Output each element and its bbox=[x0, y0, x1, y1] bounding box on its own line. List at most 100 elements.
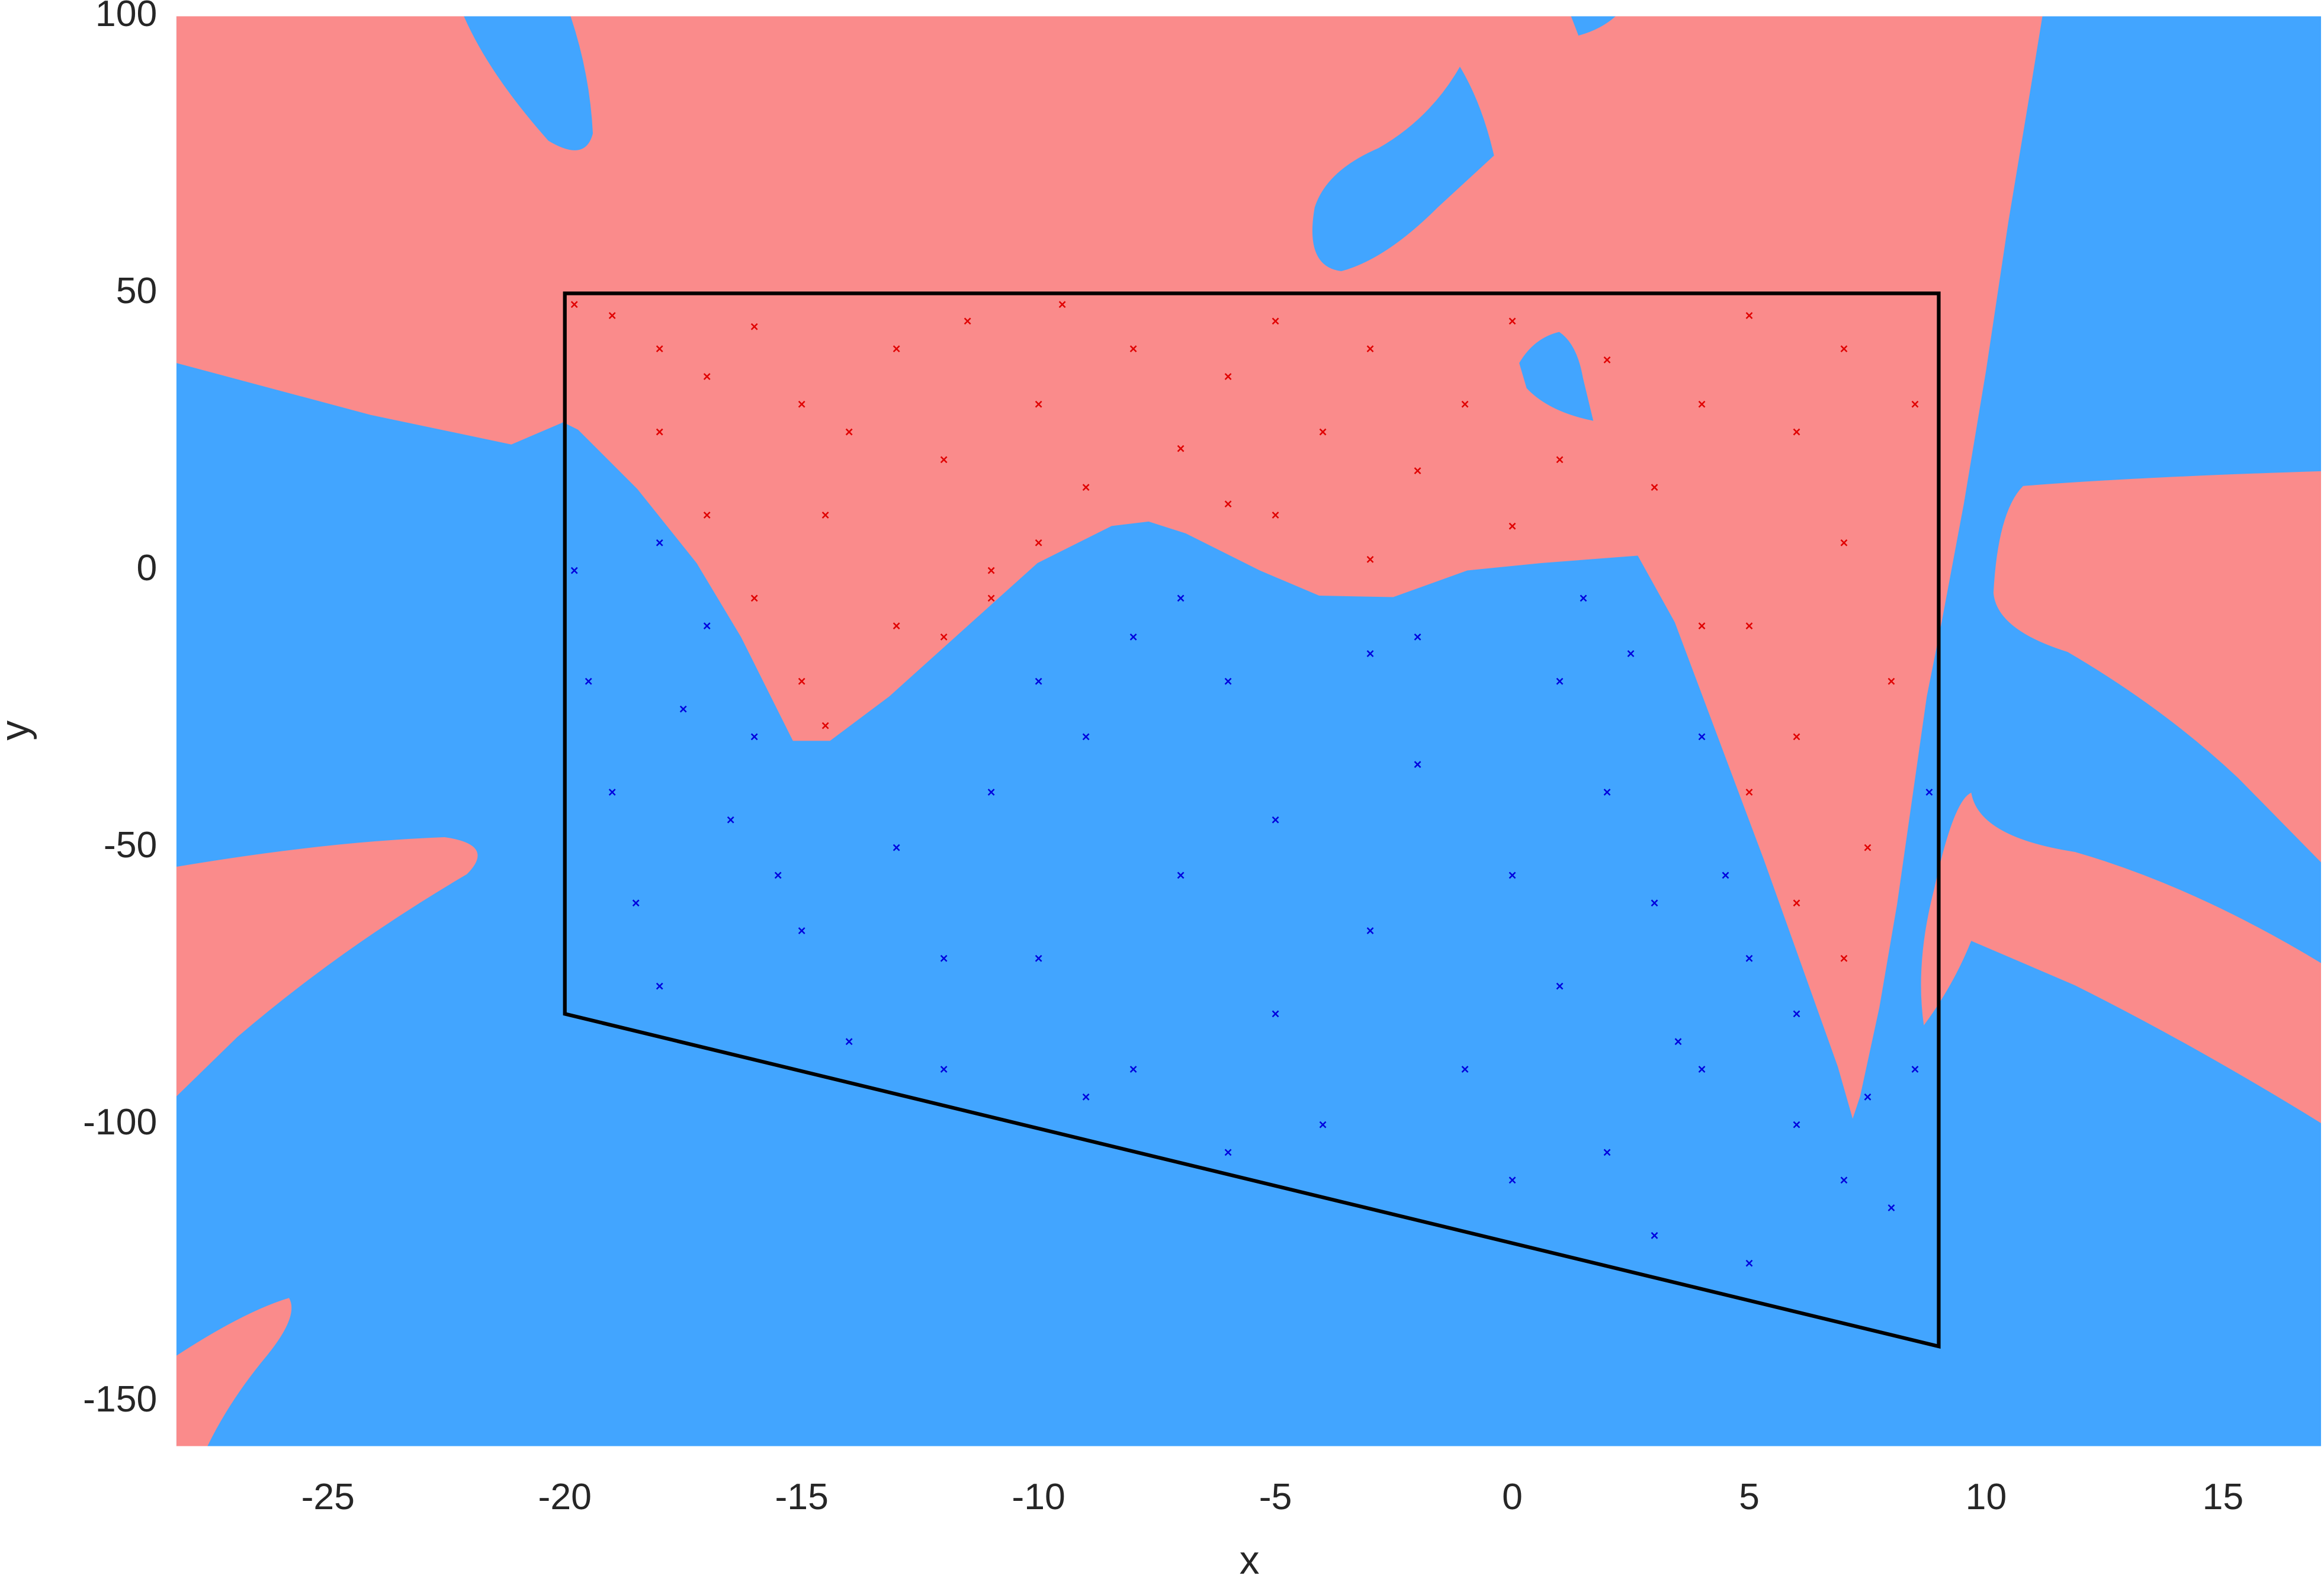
point bbox=[845, 428, 853, 436]
point bbox=[1651, 1231, 1658, 1239]
point bbox=[1840, 539, 1848, 546]
point bbox=[608, 789, 616, 796]
point bbox=[987, 594, 995, 602]
point bbox=[1129, 1066, 1137, 1073]
point bbox=[1793, 733, 1800, 741]
point bbox=[1627, 650, 1635, 657]
y-tick-label: 0 bbox=[136, 547, 157, 589]
point bbox=[656, 345, 663, 353]
point bbox=[821, 722, 829, 729]
pink-region bbox=[176, 837, 478, 1097]
point bbox=[1035, 400, 1042, 408]
point bbox=[1745, 954, 1753, 962]
region-boundary bbox=[563, 291, 1941, 1349]
point bbox=[1461, 400, 1469, 408]
blue-region bbox=[464, 16, 593, 150]
point bbox=[1745, 789, 1753, 796]
point bbox=[585, 677, 592, 685]
point bbox=[1366, 555, 1374, 563]
pink-region bbox=[1993, 471, 2321, 863]
point bbox=[750, 594, 758, 602]
point bbox=[1129, 345, 1137, 353]
point bbox=[893, 345, 900, 353]
point bbox=[1674, 1038, 1682, 1046]
point bbox=[1272, 816, 1279, 824]
point bbox=[679, 705, 687, 713]
point bbox=[1414, 761, 1421, 769]
x-tick-label: -5 bbox=[1259, 1476, 1292, 1517]
pink-region bbox=[1921, 792, 2321, 1123]
point bbox=[727, 816, 734, 824]
point bbox=[1651, 899, 1658, 907]
point bbox=[940, 1066, 948, 1073]
point bbox=[1745, 622, 1753, 630]
point bbox=[750, 733, 758, 741]
point bbox=[1864, 844, 1872, 851]
point bbox=[1888, 677, 1895, 685]
x-tick-label: -15 bbox=[775, 1476, 828, 1517]
point bbox=[656, 539, 663, 546]
point bbox=[1177, 445, 1185, 452]
point bbox=[1793, 428, 1800, 436]
point bbox=[1414, 467, 1421, 474]
point bbox=[821, 512, 829, 519]
point bbox=[940, 954, 948, 962]
x-tick-label: 5 bbox=[1739, 1476, 1760, 1517]
point bbox=[1224, 1149, 1232, 1156]
y-tick-label: 100 bbox=[95, 0, 157, 34]
point bbox=[1603, 1149, 1611, 1156]
point bbox=[798, 400, 805, 408]
point bbox=[940, 456, 948, 464]
point bbox=[1864, 1093, 1872, 1101]
point bbox=[703, 373, 711, 380]
point bbox=[1580, 594, 1587, 602]
point bbox=[1082, 484, 1090, 491]
point bbox=[570, 567, 578, 574]
point bbox=[1177, 594, 1185, 602]
point bbox=[1840, 1176, 1848, 1184]
point bbox=[703, 512, 711, 519]
point bbox=[987, 789, 995, 796]
point bbox=[987, 567, 995, 574]
point bbox=[1793, 1010, 1800, 1018]
point bbox=[1272, 317, 1279, 325]
point bbox=[1508, 317, 1516, 325]
point bbox=[1651, 484, 1658, 491]
blue-region bbox=[1571, 16, 1616, 36]
point bbox=[1224, 373, 1232, 380]
point bbox=[1366, 650, 1374, 657]
point bbox=[1508, 522, 1516, 530]
point bbox=[1461, 1066, 1469, 1073]
point bbox=[1911, 1066, 1919, 1073]
point bbox=[1698, 1066, 1706, 1073]
point bbox=[570, 301, 578, 308]
point bbox=[1058, 301, 1066, 308]
point bbox=[1366, 927, 1374, 934]
x-tick-label: 0 bbox=[1502, 1476, 1523, 1517]
point bbox=[608, 312, 616, 319]
point bbox=[1414, 634, 1421, 641]
y-tick-label: -150 bbox=[83, 1378, 157, 1420]
point bbox=[1722, 872, 1729, 879]
point bbox=[1925, 789, 1933, 796]
point bbox=[1840, 345, 1848, 353]
point bbox=[774, 872, 782, 879]
decision-regions bbox=[176, 16, 2321, 1446]
x-tick-label: -25 bbox=[301, 1476, 355, 1517]
point bbox=[893, 844, 900, 851]
point bbox=[1366, 345, 1374, 353]
point bbox=[1224, 677, 1232, 685]
y-tick-label: -100 bbox=[83, 1101, 157, 1143]
point bbox=[656, 982, 663, 990]
pink-region bbox=[176, 1298, 292, 1446]
point bbox=[1698, 400, 1706, 408]
point bbox=[1082, 1093, 1090, 1101]
point bbox=[1556, 677, 1564, 685]
point bbox=[1698, 622, 1706, 630]
point bbox=[1793, 1121, 1800, 1128]
point bbox=[893, 622, 900, 630]
blue-region bbox=[1312, 66, 1494, 271]
point bbox=[1745, 312, 1753, 319]
